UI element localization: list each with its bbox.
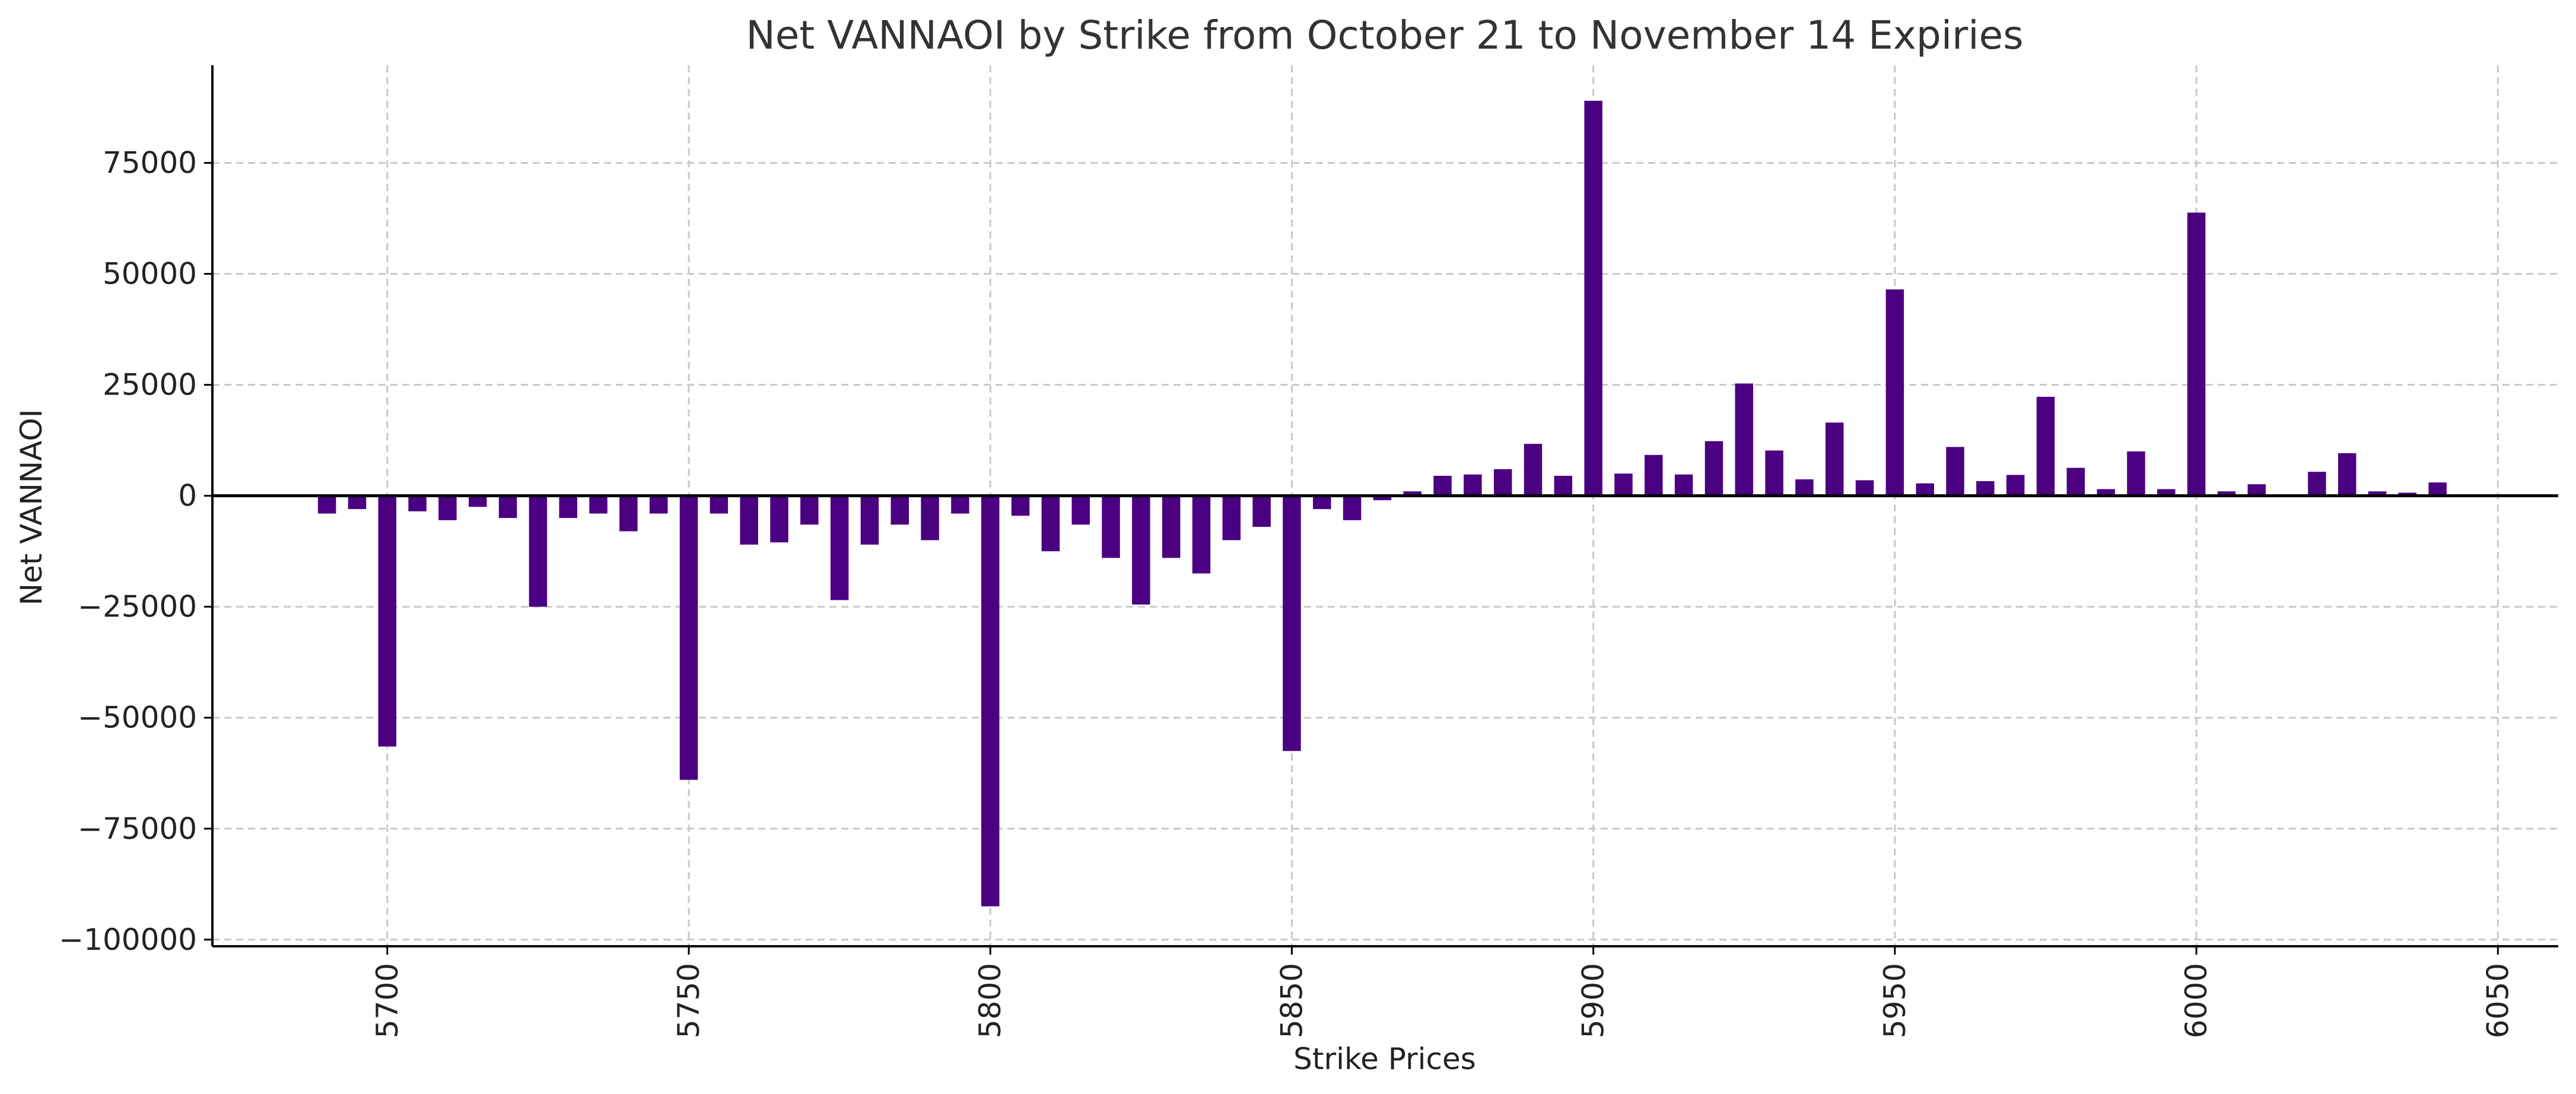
x-tick-label: 6050 (2480, 963, 2515, 1038)
bar (1826, 422, 1844, 496)
bar (2247, 484, 2266, 496)
bar (891, 495, 909, 525)
bar (1283, 495, 1301, 751)
chart-title: Net VANNAOI by Strike from October 21 to… (746, 12, 2023, 58)
bar (1795, 479, 1814, 496)
bar (1373, 495, 1392, 501)
bar (1976, 481, 1995, 496)
y-tick-label: 0 (178, 479, 197, 513)
y-tick-label: −100000 (59, 923, 197, 957)
bar (1765, 450, 1783, 496)
bar (619, 495, 638, 532)
y-tick-label: −75000 (78, 812, 197, 846)
bar (468, 495, 487, 507)
bar (559, 495, 577, 519)
bar (679, 495, 698, 780)
tick-labels: −100000 −75000 −50000 −25000 0 25000 50000 7500… (59, 146, 2515, 1039)
bar (378, 495, 397, 747)
bar (1433, 476, 1452, 496)
x-tick-label: 5950 (1878, 963, 1912, 1038)
bar (1645, 454, 1663, 496)
bar (1313, 495, 1331, 510)
bar (770, 495, 788, 543)
bar (1192, 495, 1211, 574)
bar (408, 495, 427, 511)
bar (1011, 495, 1030, 516)
bar (529, 495, 548, 607)
bar (649, 495, 668, 514)
x-tick-label: 5700 (370, 963, 405, 1038)
bar (1554, 476, 1573, 496)
bar (2338, 453, 2356, 496)
axes (211, 65, 2558, 947)
bar (1493, 469, 1512, 496)
y-tick-label: −25000 (78, 590, 197, 624)
bar (438, 495, 457, 520)
bar (1735, 383, 1754, 496)
x-tick-label: 5750 (672, 963, 706, 1038)
bar (2097, 489, 2115, 496)
bar (1403, 491, 1421, 496)
bar (2398, 492, 2417, 496)
x-tick-label: 6000 (2179, 963, 2214, 1038)
bar (1222, 495, 1241, 540)
bar (1071, 495, 1090, 525)
bar (2036, 396, 2055, 496)
bar (2127, 451, 2145, 496)
bar (498, 495, 517, 519)
bar (740, 495, 758, 545)
y-axis-label: Net VANNAOI (14, 409, 49, 605)
bar (1674, 474, 1693, 496)
bar (830, 495, 849, 600)
bar (2217, 491, 2236, 496)
bar (981, 495, 1000, 907)
bar (2066, 468, 2085, 496)
y-tick-label: 75000 (103, 146, 197, 180)
bar (1614, 473, 1633, 496)
x-tick-label: 5800 (973, 963, 1007, 1038)
bar (1162, 495, 1181, 558)
bar (1885, 289, 1904, 496)
bar (921, 495, 939, 540)
bar (1524, 444, 1543, 496)
bar (589, 495, 608, 514)
x-tick-label: 5850 (1274, 963, 1309, 1038)
bar (1252, 495, 1271, 527)
bar (860, 495, 879, 545)
bar (2157, 489, 2176, 496)
bar (1704, 441, 1723, 496)
bar (1102, 495, 1120, 558)
bar (800, 495, 819, 525)
y-tick-label: 50000 (103, 257, 197, 291)
bar (1041, 495, 1060, 552)
bars (317, 100, 2447, 907)
bar (1855, 480, 1874, 496)
bar (710, 495, 729, 514)
bar (1132, 495, 1150, 605)
bar (317, 495, 336, 514)
x-tick-label: 5900 (1576, 963, 1611, 1038)
bar (1343, 495, 1362, 520)
bar (2368, 491, 2387, 496)
bar (2428, 482, 2447, 496)
bar (1464, 474, 1482, 496)
bar (2006, 475, 2025, 496)
bar (1584, 100, 1602, 496)
bar (1916, 483, 1934, 496)
y-tick-label: −50000 (78, 701, 197, 735)
bar (348, 495, 367, 510)
bar (2308, 472, 2326, 496)
x-axis-label: Strike Prices (1293, 1042, 1476, 1076)
bar (951, 495, 969, 514)
y-tick-label: 25000 (103, 368, 197, 402)
bar (2187, 212, 2206, 496)
bar (1946, 447, 1964, 496)
